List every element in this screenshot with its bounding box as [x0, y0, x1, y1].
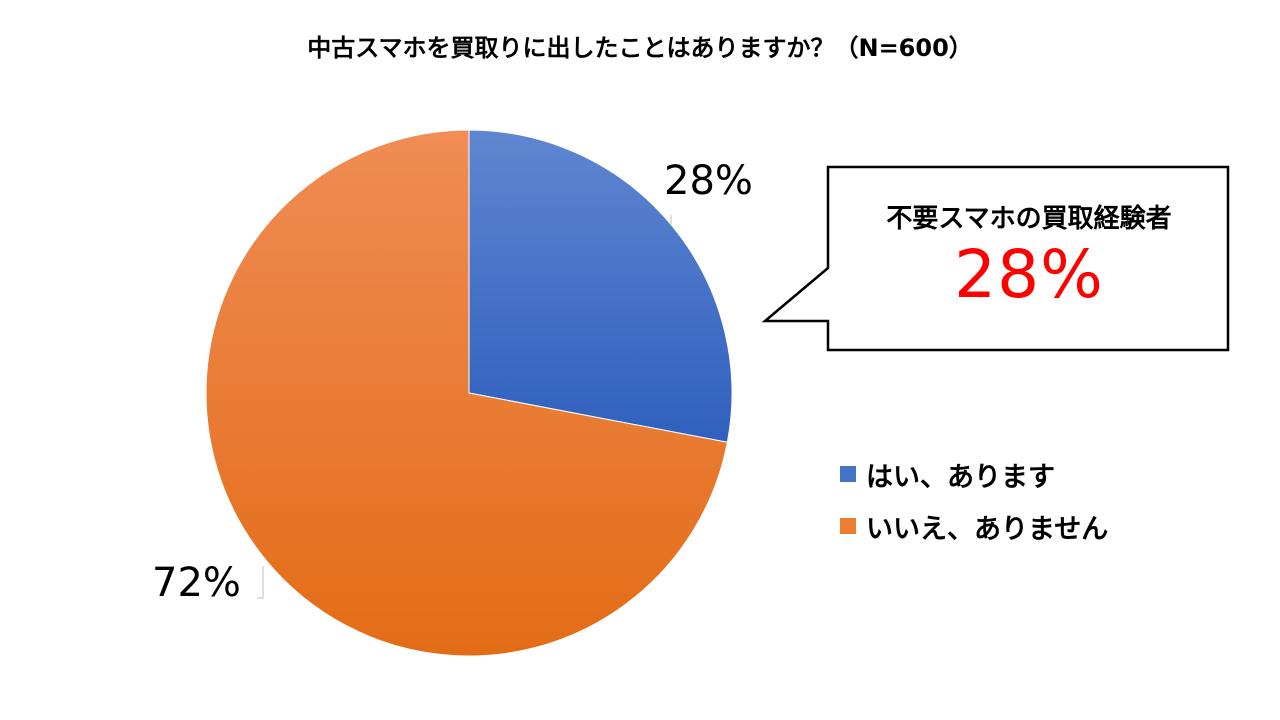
callout-value: 28%: [954, 236, 1104, 313]
legend-item-no: いいえ、ありません: [840, 500, 1108, 552]
legend-item-yes: はい、あります: [840, 448, 1108, 500]
legend-label-no: いいえ、ありません: [866, 513, 1109, 545]
data-label-yes: 28%: [664, 158, 753, 204]
callout-box: [761, 165, 1230, 352]
legend-swatch-no: [840, 518, 856, 534]
chart-title: 中古スマホを買取りに出したことはありますか？（N=600）: [307, 34, 973, 62]
leader-line-no: [257, 566, 264, 599]
pie-slice-no: [205, 129, 728, 657]
pie-slice-yes: [468, 129, 733, 443]
callout-title: 不要スマホの買取経験者: [886, 204, 1172, 234]
legend: はい、あります いいえ、ありません: [840, 448, 1108, 552]
data-label-no: 72%: [152, 560, 241, 606]
legend-label-yes: はい、あります: [866, 461, 1055, 493]
legend-swatch-yes: [840, 466, 856, 482]
